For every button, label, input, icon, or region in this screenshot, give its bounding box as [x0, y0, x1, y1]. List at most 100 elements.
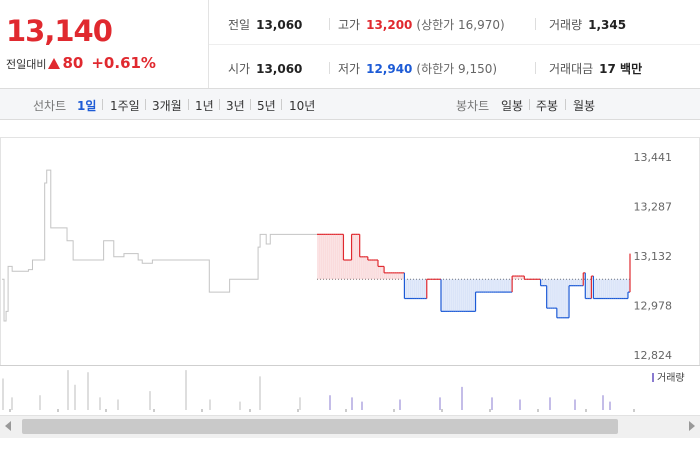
down-area-fill: [566, 279, 570, 318]
stats-row-divider: [209, 44, 700, 45]
price-change: 전일대비 80 +0.61%: [6, 54, 156, 72]
low-value: 12,940: [366, 62, 413, 76]
down-area-fill: [550, 279, 554, 309]
up-area-fill: [380, 266, 383, 280]
candle-chart-label: 봉차트: [456, 99, 490, 113]
up-area-fill: [357, 234, 360, 280]
divider: [250, 99, 251, 110]
down-area-fill: [564, 279, 568, 318]
up-area-fill: [392, 272, 395, 280]
down-area-fill: [459, 279, 462, 312]
up-area-fill: [396, 272, 399, 280]
scrollbar-thumb[interactable]: [22, 419, 618, 434]
down-area-fill: [443, 279, 446, 312]
up-area-fill: [363, 256, 367, 280]
high-value: 13,200: [366, 18, 413, 32]
trade-value-stat: 거래대금 17 백만: [549, 60, 642, 77]
down-area-fill: [471, 279, 474, 312]
down-area-fill: [447, 279, 450, 312]
tab-5years[interactable]: 5년: [257, 99, 276, 113]
down-area-fill: [571, 279, 574, 286]
up-area-fill: [321, 234, 324, 280]
scroll-right-icon[interactable]: [689, 421, 695, 431]
down-area-fill: [424, 279, 428, 299]
chart-scrollbar[interactable]: [0, 415, 700, 438]
down-area-fill: [605, 279, 608, 299]
open-value: 13,060: [256, 62, 303, 76]
up-area-fill: [390, 272, 393, 280]
down-area-fill: [467, 279, 470, 312]
y-tick-label: 12,978: [634, 300, 673, 313]
up-area-fill: [345, 260, 348, 280]
price-stats: 전일 13,060 고가 13,200 (상한가 16,970) 거래량 1,345 시…: [209, 0, 700, 88]
prev-close-label: 전일: [228, 18, 251, 32]
up-area-fill: [377, 266, 381, 280]
up-area-fill: [365, 256, 369, 280]
down-area-fill: [544, 279, 547, 286]
trade-value-value: 17 백만: [599, 62, 643, 76]
divider: [565, 99, 566, 110]
up-area-fill: [317, 234, 320, 280]
down-area-fill: [577, 279, 580, 286]
low-label: 저가: [338, 62, 361, 76]
divider: [188, 99, 189, 110]
divider: [535, 62, 536, 74]
tab-3years[interactable]: 3년: [226, 99, 245, 113]
down-area-fill: [619, 279, 623, 299]
open-label: 시가: [228, 62, 251, 76]
down-area-fill: [475, 279, 478, 293]
down-area-fill: [408, 279, 411, 299]
scroll-left-icon[interactable]: [5, 421, 11, 431]
up-area-fill: [371, 260, 375, 280]
change-value: 80: [62, 54, 84, 72]
up-area-fill: [327, 234, 330, 280]
up-area-fill: [353, 234, 356, 280]
volume-legend-swatch: [652, 373, 654, 382]
change-rate: +0.61%: [91, 54, 156, 72]
tab-1week[interactable]: 1주일: [110, 99, 140, 113]
change-label: 전일대비: [6, 58, 47, 71]
tab-monthly-candle[interactable]: 월봉: [573, 99, 596, 113]
up-area-fill: [583, 272, 586, 280]
lower-limit: (하한가 9,150): [416, 62, 498, 76]
high-stat: 고가 13,200 (상한가 16,970): [338, 16, 505, 33]
down-area-fill: [585, 279, 588, 299]
up-triangle-icon: [48, 58, 61, 69]
chart-period-tabs: 선차트 1일 1주일 3개월 1년 3년 5년 10년 봉차트 일봉 주봉 월봉: [0, 88, 700, 120]
down-area-fill: [473, 279, 476, 312]
up-area-fill: [514, 276, 517, 280]
tab-1day[interactable]: 1일: [77, 99, 97, 113]
down-area-fill: [597, 279, 600, 299]
down-area-fill: [552, 279, 556, 309]
up-area-fill: [367, 260, 371, 280]
up-area-fill: [402, 272, 405, 280]
down-area-fill: [593, 279, 596, 299]
tab-3months[interactable]: 3개월: [152, 99, 182, 113]
tab-daily-candle[interactable]: 일봉: [501, 99, 524, 113]
down-area-fill: [603, 279, 606, 299]
down-area-fill: [554, 279, 558, 309]
y-tick-label: 13,441: [634, 151, 673, 164]
down-area-fill: [481, 279, 484, 293]
divider: [145, 99, 146, 110]
down-area-fill: [503, 279, 507, 293]
up-area-fill: [384, 272, 387, 280]
volume-label: 거래량: [549, 18, 583, 32]
up-area-fill: [359, 256, 363, 280]
tab-weekly-candle[interactable]: 주봉: [536, 99, 559, 113]
tab-10years[interactable]: 10년: [289, 99, 316, 113]
down-area-fill: [558, 279, 562, 318]
y-tick-label: 13,132: [634, 250, 673, 263]
up-area-fill: [333, 234, 336, 280]
down-area-fill: [489, 279, 493, 293]
down-area-fill: [422, 279, 426, 299]
down-area-fill: [617, 279, 621, 299]
down-area-fill: [589, 279, 592, 299]
current-price: 13,140: [6, 14, 113, 48]
down-area-fill: [601, 279, 604, 299]
down-area-fill: [615, 279, 619, 299]
down-area-fill: [613, 279, 617, 299]
down-area-fill: [542, 279, 545, 286]
down-area-fill: [404, 279, 407, 299]
tab-1year[interactable]: 1년: [195, 99, 214, 113]
